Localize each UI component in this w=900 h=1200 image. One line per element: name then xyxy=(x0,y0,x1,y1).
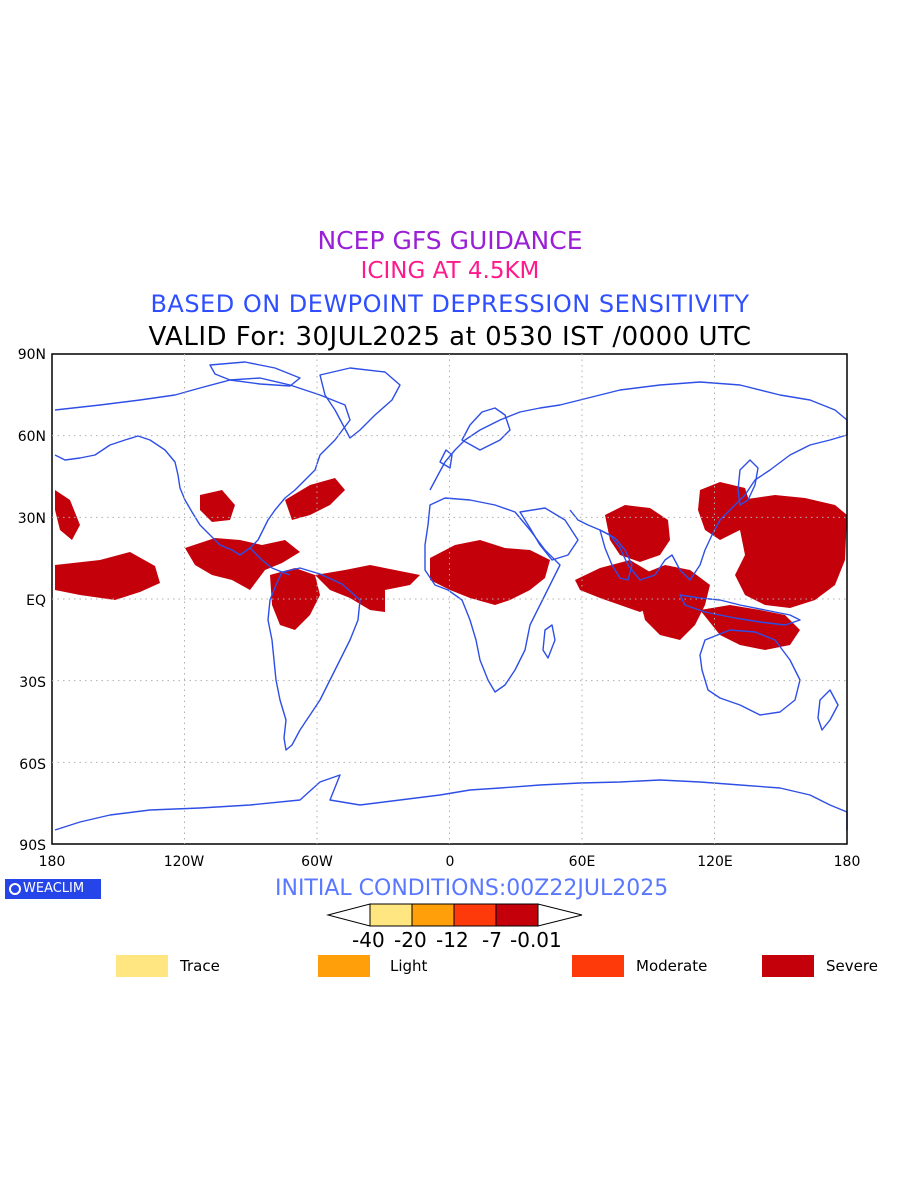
lon-label-180e: 180 xyxy=(834,854,861,870)
weaclim-logo-text: WEACLIM xyxy=(23,881,85,896)
chart-subtitle-method: BASED ON DEWPOINT DEPRESSION SENSITIVITY xyxy=(150,290,750,318)
coastline-arctic-islands xyxy=(209,361,301,387)
coastline-scandinavia xyxy=(461,407,511,451)
coastline-uk xyxy=(439,449,453,469)
coastline-arabia xyxy=(519,507,579,561)
coastline-europe xyxy=(429,399,581,491)
lat-label-90s: 90S xyxy=(19,838,46,854)
icing-region-west-pacific xyxy=(735,495,847,608)
coastline-asia xyxy=(569,381,848,581)
coastline-japan xyxy=(737,459,759,506)
coastline-madagascar xyxy=(542,624,556,659)
icing-region-us-southeast xyxy=(200,490,235,522)
lon-label-120w: 120W xyxy=(164,854,205,870)
lat-label-60s: 60S xyxy=(19,757,46,773)
icing-regions xyxy=(55,478,847,650)
gridlines xyxy=(52,354,847,844)
lat-label-60n: 60N xyxy=(18,429,46,445)
coastline-new-zealand xyxy=(817,689,839,731)
icing-region-south-asia xyxy=(605,505,670,562)
lon-label-60e: 60E xyxy=(569,854,596,870)
icing-region-central-pacific xyxy=(55,552,160,600)
colorbar-tick-2: -20 xyxy=(394,928,427,952)
legend-swatch-moderate xyxy=(572,955,624,977)
coastline-central-america xyxy=(249,547,291,576)
legend-label-severe: Severe xyxy=(826,957,878,975)
colorbar-high-arrow xyxy=(537,903,583,927)
colorbar-low-arrow xyxy=(326,903,371,927)
coastline-australia xyxy=(699,629,801,716)
weaclim-logo: WEACLIM xyxy=(5,879,101,899)
colorbar-tick-1: -40 xyxy=(352,928,385,952)
lat-label-eq: EQ xyxy=(26,593,46,609)
valid-time-label: VALID For: 30JUL2025 at 0530 IST /0000 U… xyxy=(148,322,752,352)
coastline-greenland xyxy=(319,367,401,439)
lon-label-0: 0 xyxy=(446,854,455,870)
coastlines xyxy=(54,361,848,831)
chart-title: NCEP GFS GUIDANCE xyxy=(317,226,583,255)
colorbar-segment-moderate xyxy=(453,903,497,927)
legend-label-moderate: Moderate xyxy=(636,957,708,975)
colorbar-tick-4: -7 xyxy=(482,928,502,952)
icing-region-africa xyxy=(430,540,550,605)
legend-swatch-light xyxy=(318,955,370,977)
lat-label-30s: 30S xyxy=(19,675,46,691)
icing-region-tropical-atlantic xyxy=(315,565,420,612)
lon-label-120e: 120E xyxy=(697,854,733,870)
weaclim-logo-icon xyxy=(9,883,21,895)
legend-label-light: Light xyxy=(390,957,428,975)
coastline-africa xyxy=(424,497,561,693)
lon-label-60w: 60W xyxy=(301,854,333,870)
colorbar xyxy=(326,903,583,927)
colorbar-segment-light xyxy=(411,903,455,927)
icing-region-north-pacific xyxy=(55,490,80,540)
colorbar-tick-5: -0.01 xyxy=(510,928,562,952)
legend-swatch-trace xyxy=(116,955,168,977)
icing-region-indian-ocean xyxy=(575,560,660,612)
chart-subtitle-level: ICING AT 4.5KM xyxy=(360,258,540,284)
coastline-india xyxy=(599,529,633,581)
coastline-south-america xyxy=(267,567,361,751)
coastline-indonesia xyxy=(679,594,801,626)
coastline-north-america xyxy=(54,377,351,556)
lon-label-180w: 180 xyxy=(39,854,66,870)
colorbar-segment-severe xyxy=(495,903,539,927)
legend-swatch-severe xyxy=(762,955,814,977)
colorbar-segment-trace xyxy=(369,903,413,927)
icing-region-southeast-asia xyxy=(640,565,710,640)
icing-region-maritime-continent xyxy=(700,605,800,650)
legend-label-trace: Trace xyxy=(180,957,220,975)
icing-region-north-atlantic xyxy=(285,478,345,520)
colorbar-tick-3: -12 xyxy=(436,928,469,952)
icing-region-mexico-caribbean xyxy=(185,538,300,590)
initial-conditions-label: INITIAL CONDITIONS:00Z22JUL2025 xyxy=(275,876,669,901)
lat-label-30n: 30N xyxy=(18,511,46,527)
coastline-antarctica xyxy=(54,774,848,831)
lat-label-90n: 90N xyxy=(18,347,46,363)
world-map: 90N 60N 30N EQ 30S 60S 90S 180 120W 60W … xyxy=(18,347,861,870)
